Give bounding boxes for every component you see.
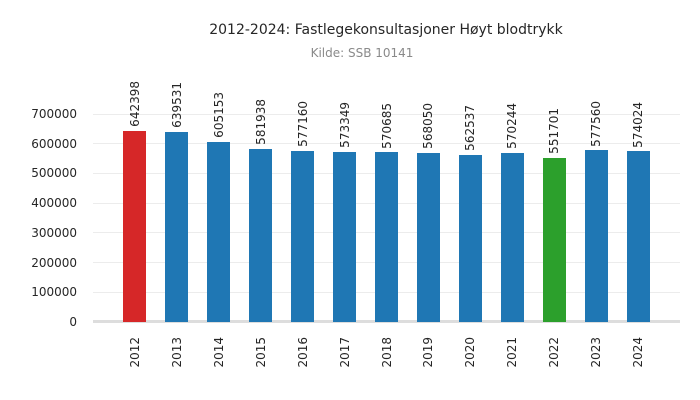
bar-value-label: 574024 (631, 101, 646, 148)
bar-2015 (249, 149, 273, 322)
bar-2018 (375, 152, 398, 322)
y-tick-label: 200000 (31, 255, 77, 270)
bar-2020 (458, 154, 482, 322)
chart-title: 2012-2024: Fastlegekonsultasjoner Høyt b… (209, 22, 563, 38)
bar-value-label: 570244 (505, 102, 520, 149)
y-tick-label: 300000 (31, 225, 77, 240)
x-tick-label: 2020 (463, 337, 478, 368)
bar-2014 (207, 142, 231, 322)
chart-subtitle: Kilde: SSB 10141 (310, 46, 414, 60)
bar-value-label: 605153 (211, 92, 226, 139)
y-tick-label: 400000 (31, 196, 77, 211)
x-tick-label: 2021 (505, 337, 520, 368)
bar-2023 (584, 150, 608, 322)
x-tick-label: 2019 (421, 337, 436, 368)
bar-value-label: 551701 (547, 108, 562, 155)
bar-value-label: 573349 (337, 101, 352, 148)
x-tick-label: 2022 (547, 337, 562, 368)
bar-value-label: 562537 (463, 105, 478, 151)
y-tick-label: 600000 (31, 136, 77, 151)
bar-value-label: 577560 (589, 100, 604, 147)
plot-area: 642398 2012 639531 2013 605153 2014 581938 2015… (93, 81, 680, 368)
bar-value-label: 642398 (127, 81, 142, 128)
x-tick-label: 2013 (169, 337, 184, 368)
bar-2021 (500, 152, 524, 322)
bar-2012 (123, 131, 147, 322)
bar-2017 (333, 151, 357, 322)
bar-2022 (542, 158, 566, 322)
gridline (93, 143, 680, 145)
x-tick-label: 2016 (295, 337, 310, 368)
x-tick-label: 2023 (589, 337, 604, 368)
y-tick-label: 0 (69, 315, 77, 329)
x-tick-label: 2015 (253, 337, 268, 368)
y-tick-label: 500000 (31, 166, 77, 181)
bar-2024 (626, 151, 650, 322)
bar-value-label: 577160 (295, 100, 310, 147)
x-tick-label: 2024 (631, 337, 646, 368)
gridline (93, 113, 680, 115)
bar-value-label: 639531 (169, 82, 184, 128)
bar-value-label: 581938 (253, 99, 268, 146)
bar-2013 (165, 131, 189, 322)
bar-value-label: 568050 (421, 103, 436, 150)
bar-2019 (416, 153, 440, 322)
x-tick-label: 2014 (211, 337, 226, 368)
x-tick-label: 2018 (379, 337, 394, 368)
bar-value-label: 570685 (379, 102, 394, 149)
y-tick-label: 100000 (31, 285, 77, 300)
y-tick-label: 700000 (31, 107, 77, 121)
x-tick-label: 2012 (127, 337, 142, 368)
bar-2016 (291, 150, 315, 322)
x-tick-label: 2017 (337, 337, 352, 368)
